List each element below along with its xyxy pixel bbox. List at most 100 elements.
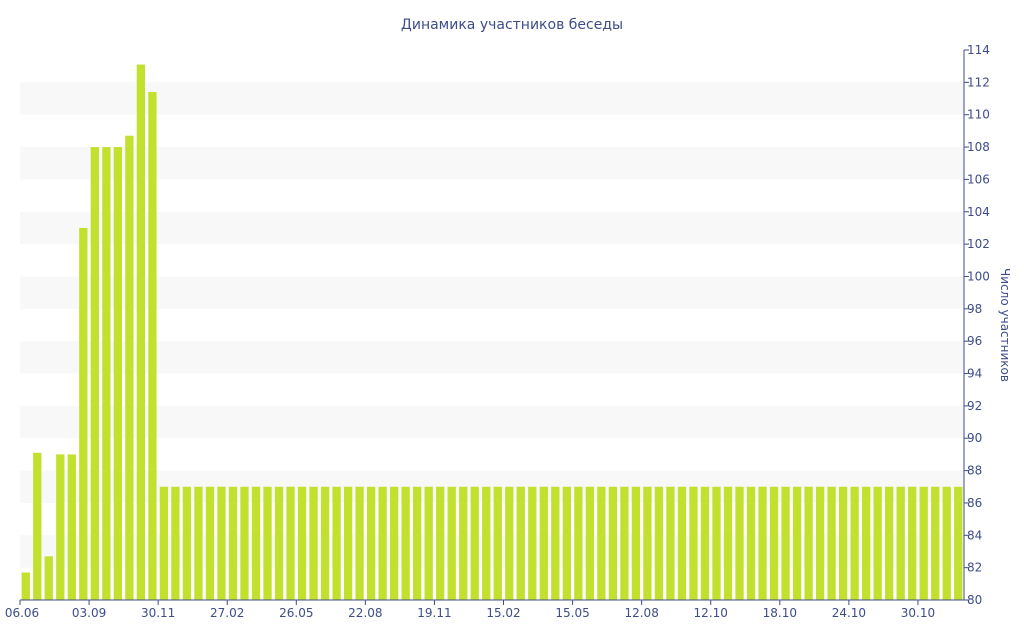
bar bbox=[21, 572, 30, 600]
bar bbox=[654, 486, 664, 600]
bar bbox=[413, 486, 422, 600]
bar bbox=[608, 486, 618, 600]
bar bbox=[620, 486, 629, 600]
bar bbox=[470, 486, 479, 600]
bar bbox=[954, 486, 963, 600]
y-axis-ticks: 80 82 84 86 88 90 92 94 96 98 100 102 104 106 108 110 11… bbox=[964, 43, 990, 607]
bar bbox=[401, 486, 410, 600]
x-tick-label: 30.10 bbox=[901, 606, 935, 620]
bar bbox=[539, 486, 548, 600]
bar bbox=[723, 486, 733, 600]
bar bbox=[735, 486, 744, 600]
x-tick-label: 15.02 bbox=[486, 606, 520, 620]
x-tick-label: 03.09 bbox=[72, 606, 106, 620]
bar bbox=[240, 486, 249, 600]
y-tick-label: 102 bbox=[967, 237, 990, 251]
bar bbox=[102, 147, 111, 600]
bar bbox=[931, 486, 940, 600]
bar bbox=[585, 486, 594, 600]
bar bbox=[90, 147, 99, 600]
x-tick-label: 15.05 bbox=[555, 606, 589, 620]
x-tick-label: 12.08 bbox=[624, 606, 658, 620]
bar bbox=[666, 486, 675, 600]
x-tick-label: 22.08 bbox=[348, 606, 382, 620]
bar bbox=[274, 486, 284, 600]
bar bbox=[873, 486, 882, 600]
y-tick-label: 90 bbox=[967, 431, 982, 445]
bar bbox=[758, 486, 767, 600]
grid-band bbox=[20, 147, 964, 180]
bar bbox=[424, 486, 433, 600]
bar bbox=[390, 486, 399, 600]
bar bbox=[827, 486, 836, 600]
bar bbox=[148, 92, 157, 600]
bar bbox=[919, 486, 928, 600]
bar bbox=[815, 486, 825, 600]
bar bbox=[378, 486, 387, 600]
x-tick-label: 27.02 bbox=[210, 606, 244, 620]
bar bbox=[297, 486, 307, 600]
bar bbox=[459, 486, 468, 600]
bar bbox=[171, 486, 180, 600]
y-tick-label: 88 bbox=[967, 464, 982, 478]
bar bbox=[263, 486, 272, 600]
bar bbox=[597, 486, 606, 600]
bar bbox=[436, 486, 445, 600]
y-tick-label: 106 bbox=[967, 172, 990, 186]
bar bbox=[493, 486, 502, 600]
bar bbox=[908, 486, 917, 600]
y-tick-label: 104 bbox=[967, 205, 990, 219]
y-tick-label: 114 bbox=[967, 43, 990, 57]
bars bbox=[21, 64, 963, 601]
bar bbox=[136, 64, 146, 600]
bar bbox=[804, 486, 813, 600]
bar bbox=[332, 486, 341, 600]
bar bbox=[320, 486, 330, 600]
bar bbox=[33, 452, 42, 600]
bar bbox=[850, 486, 859, 600]
bar bbox=[217, 486, 226, 600]
bar bbox=[838, 486, 848, 600]
x-tick-label: 24.10 bbox=[832, 606, 866, 620]
bar bbox=[528, 486, 537, 600]
bar bbox=[862, 486, 871, 600]
bar bbox=[896, 486, 905, 600]
bar bbox=[44, 556, 53, 600]
x-tick-label: 18.10 bbox=[763, 606, 797, 620]
bar bbox=[309, 486, 318, 600]
grid-band bbox=[20, 341, 964, 374]
x-tick-label: 19.11 bbox=[417, 606, 451, 620]
bar bbox=[781, 486, 790, 600]
y-tick-label: 84 bbox=[967, 528, 982, 542]
bar bbox=[643, 486, 652, 600]
bar bbox=[769, 486, 779, 600]
bar bbox=[677, 486, 687, 600]
y-tick-label: 94 bbox=[967, 367, 982, 381]
bar bbox=[700, 486, 710, 600]
bar bbox=[343, 486, 353, 600]
y-tick-label: 100 bbox=[967, 269, 990, 283]
grid-band bbox=[20, 405, 964, 439]
bar bbox=[631, 486, 641, 600]
grid-band bbox=[20, 276, 964, 309]
y-tick-label: 108 bbox=[967, 140, 990, 154]
bar bbox=[286, 486, 295, 600]
bar bbox=[482, 486, 491, 600]
bar bbox=[447, 486, 456, 600]
bar bbox=[251, 486, 261, 600]
y-tick-label: 98 bbox=[967, 302, 982, 316]
y-tick-label: 82 bbox=[967, 561, 982, 575]
x-tick-label: 06.06 bbox=[5, 606, 39, 620]
bar bbox=[113, 147, 122, 600]
x-axis-ticks: 06.06 03.09 30.11 27.02 26.05 22.08 19.11 15.02… bbox=[5, 600, 935, 620]
bar bbox=[885, 486, 894, 600]
grid-band bbox=[20, 211, 964, 245]
y-tick-label: 112 bbox=[967, 75, 990, 89]
bar bbox=[56, 454, 65, 600]
bar bbox=[205, 486, 215, 600]
bar bbox=[79, 227, 88, 601]
bar bbox=[712, 486, 721, 600]
bar bbox=[194, 486, 203, 600]
grid-band bbox=[20, 82, 964, 115]
